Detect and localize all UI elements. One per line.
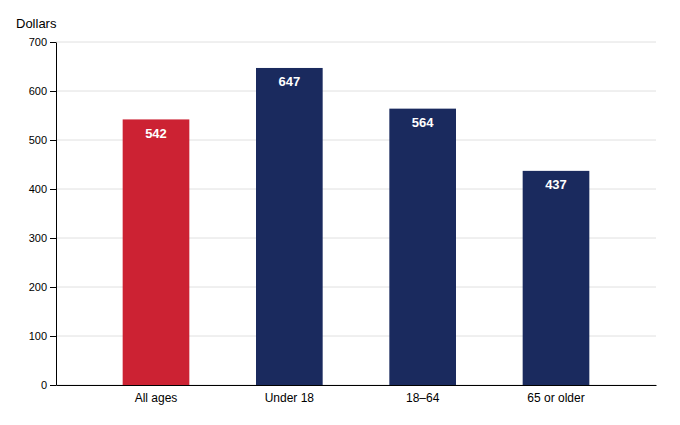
grid	[56, 42, 656, 385]
data-label: 564	[412, 115, 434, 130]
data-labels: 542 647 564 437	[145, 74, 567, 192]
x-tick-label: 18–64	[406, 391, 440, 405]
data-label: 437	[545, 177, 567, 192]
y-tick-mark	[50, 140, 56, 141]
y-tick-mark	[50, 287, 56, 288]
y-tick-label: 300	[29, 232, 47, 244]
bar	[256, 68, 323, 385]
bars	[123, 68, 590, 385]
x-tick: Under 18	[265, 391, 315, 405]
y-tick-label: 600	[29, 85, 47, 97]
y-tick: 200	[29, 281, 56, 293]
x-tick-label: 65 or older	[527, 391, 584, 405]
y-tick: 700	[29, 36, 56, 48]
bar	[523, 171, 590, 385]
y-tick-mark	[50, 336, 56, 337]
y-tick: 300	[29, 232, 56, 244]
data-label: 542	[145, 126, 167, 141]
x-axis: All ages Under 18 18–64 65 or older	[57, 386, 657, 406]
y-tick-mark	[50, 91, 56, 92]
bar	[389, 109, 456, 385]
y-tick-mark	[50, 385, 56, 386]
y-tick-label: 100	[29, 330, 47, 342]
x-tick-label: All ages	[135, 391, 178, 405]
plot: All ages Under 18 18–64 65 or older 0 100 200 3…	[29, 36, 657, 405]
y-tick: 600	[29, 85, 56, 97]
y-tick: 100	[29, 330, 56, 342]
data-label: 647	[278, 74, 300, 89]
y-tick-mark	[50, 42, 56, 43]
y-tick-label: 200	[29, 281, 47, 293]
y-axis: 0 100 200 300 400 500 600 700	[29, 36, 57, 391]
y-tick-mark	[50, 238, 56, 239]
x-tick: All ages	[135, 391, 178, 405]
y-tick-label: 400	[29, 183, 47, 195]
y-axis-line	[56, 43, 57, 386]
y-tick-label: 0	[41, 379, 47, 391]
x-tick-label: Under 18	[265, 391, 315, 405]
y-tick-mark	[50, 189, 56, 190]
x-tick: 18–64	[406, 391, 440, 405]
grid-line	[56, 42, 656, 43]
y-tick: 0	[41, 379, 56, 391]
x-tick: 65 or older	[527, 391, 584, 405]
y-tick-label: 700	[29, 36, 47, 48]
chart-svg: All ages Under 18 18–64 65 or older 0 100 200 3…	[0, 0, 680, 425]
chart-container: All ages Under 18 18–64 65 or older 0 100 200 3…	[0, 0, 680, 425]
bar	[123, 119, 190, 385]
y-tick: 400	[29, 183, 56, 195]
grid-line	[56, 91, 656, 92]
x-axis-line	[57, 385, 657, 386]
y-tick: 500	[29, 134, 56, 146]
y-tick-label: 500	[29, 134, 47, 146]
y-axis-title: Dollars	[16, 16, 57, 31]
